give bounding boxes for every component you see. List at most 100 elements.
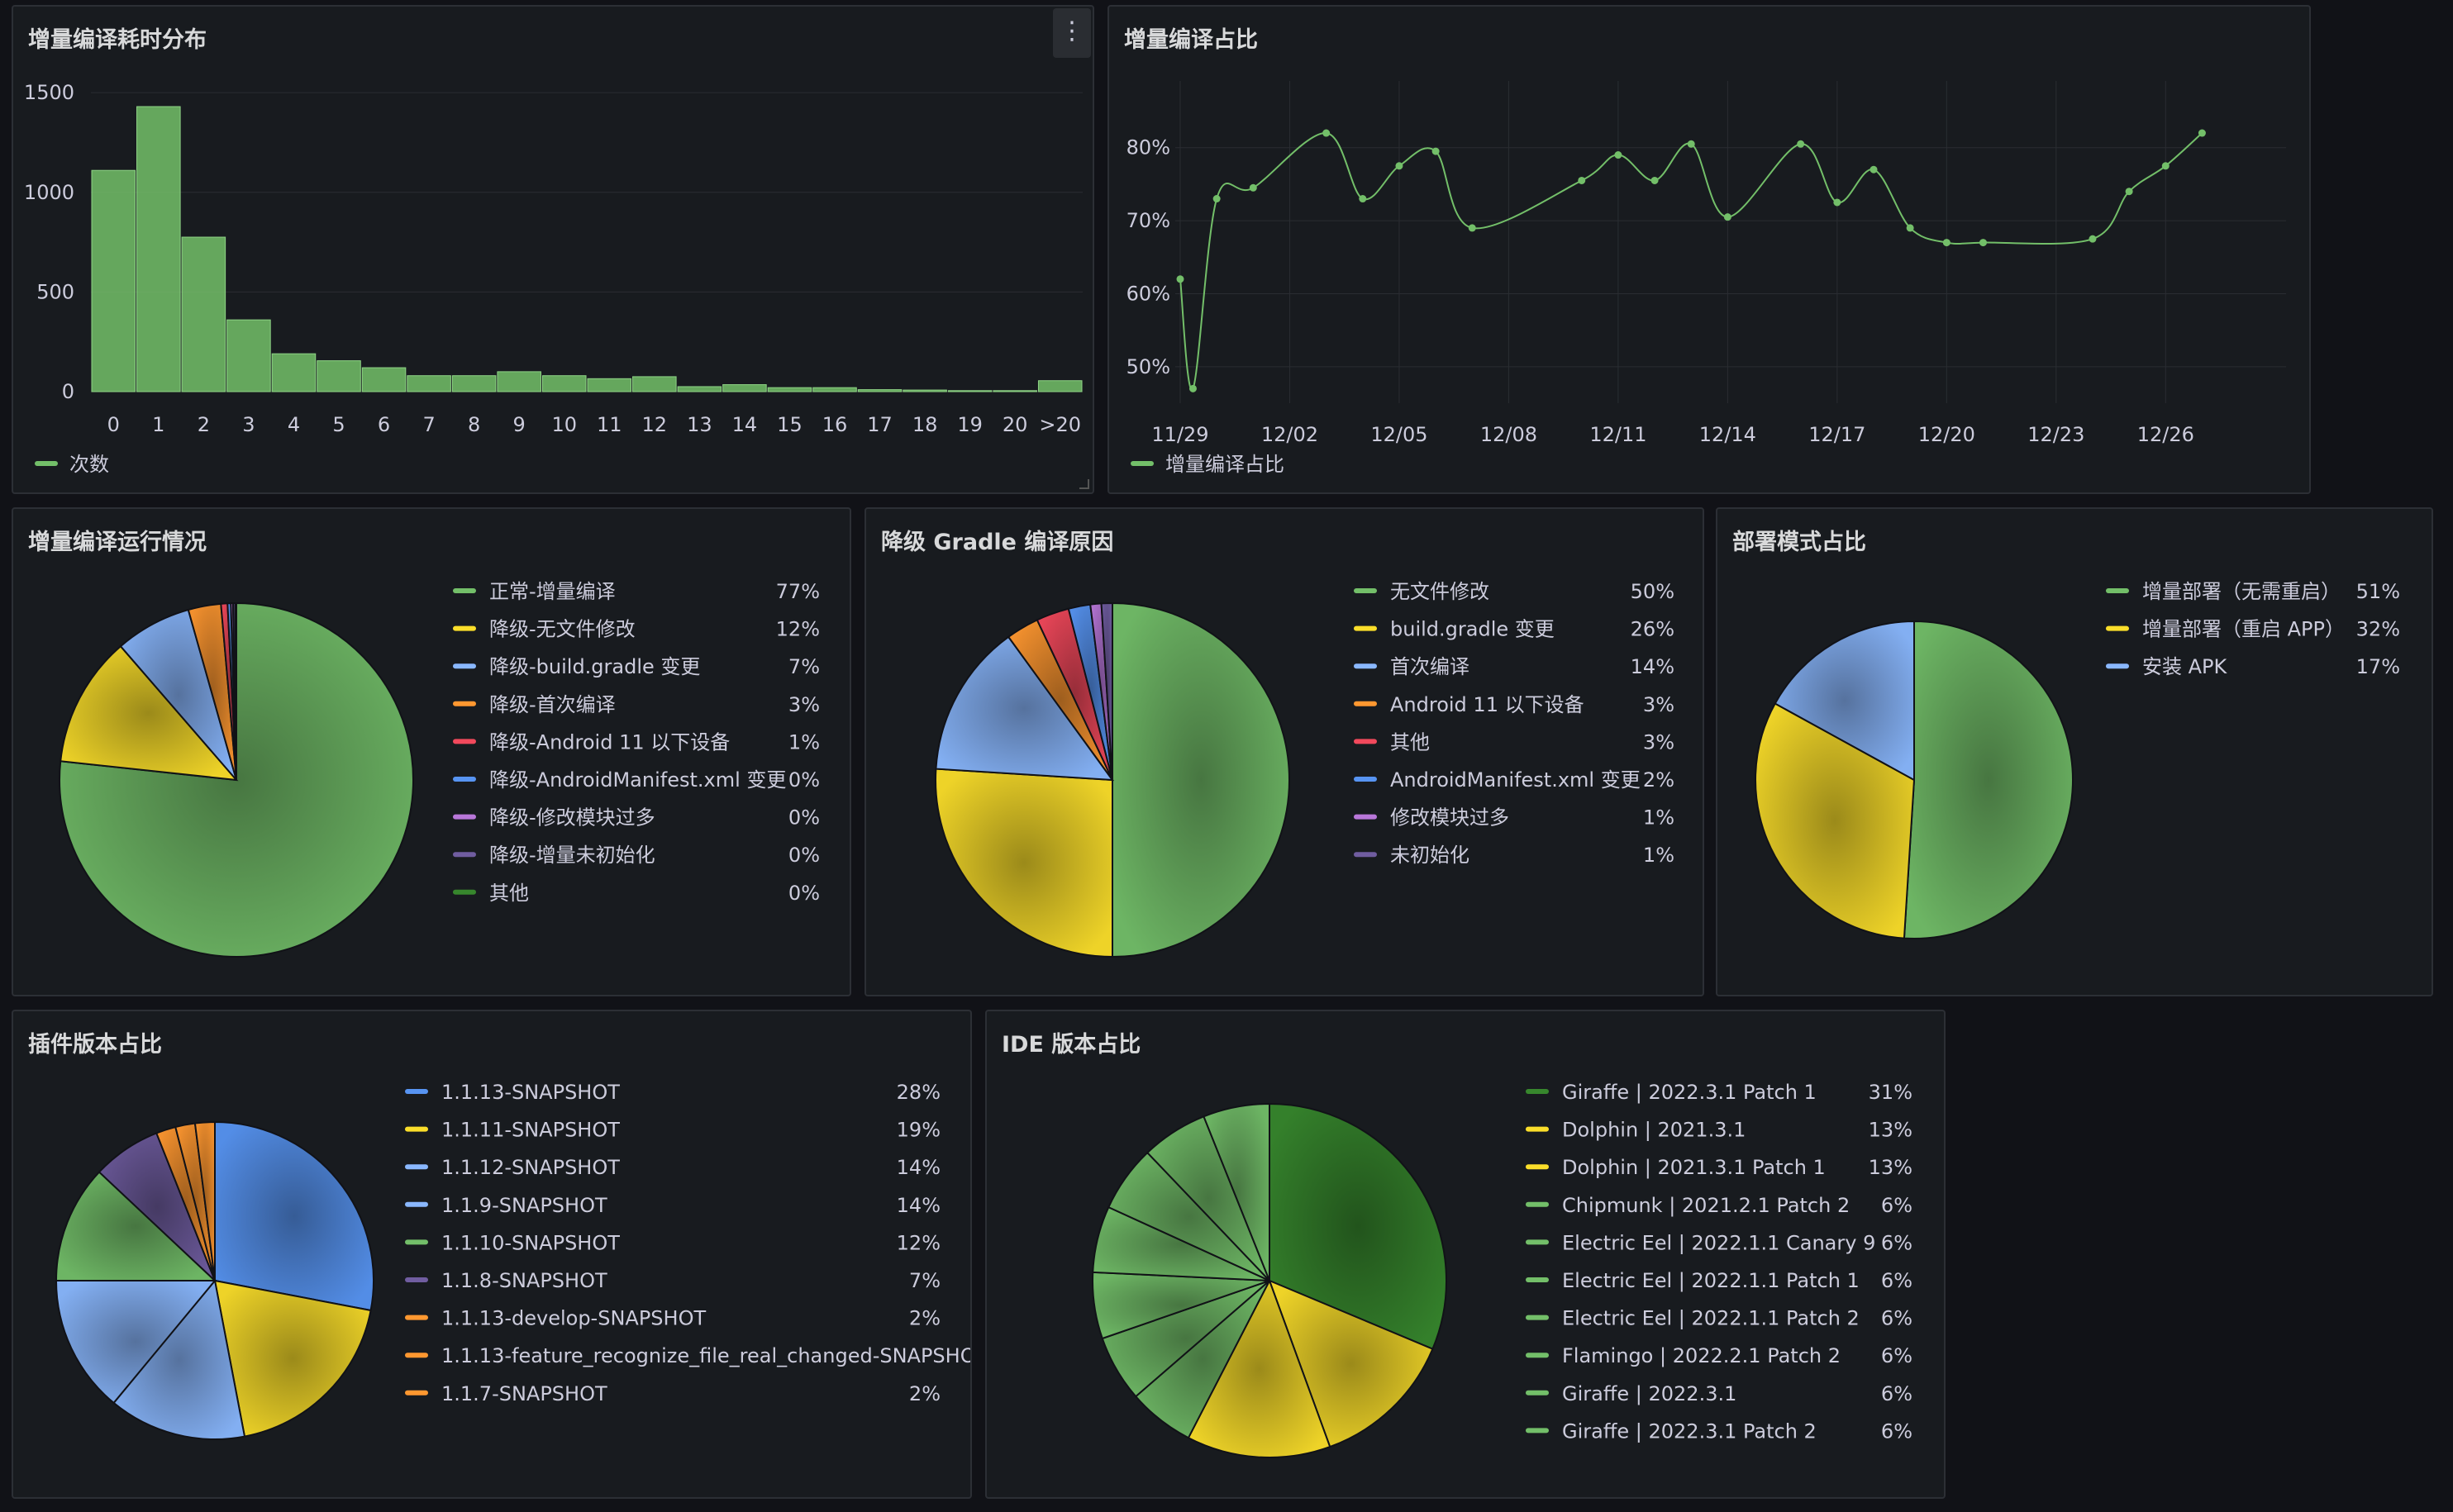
bar (632, 376, 677, 392)
x-tick-label: 16 (822, 413, 848, 436)
legend-label: 无文件修改 (1390, 580, 1489, 603)
legend-label: 正常-增量编译 (489, 580, 616, 603)
bar (541, 375, 587, 392)
legend-label: 降级-首次编译 (489, 693, 616, 716)
legend-label: 1.1.11-SNAPSHOT (441, 1119, 620, 1142)
y-tick-label: 80% (1126, 136, 1170, 159)
legend-percent: 19% (897, 1119, 941, 1142)
pie-slice (55, 1171, 217, 1281)
legend-percent: 77% (776, 580, 820, 603)
legend-swatch (453, 663, 476, 669)
bar (361, 367, 407, 392)
legend-percent: 6% (1881, 1194, 1912, 1217)
legend-percent: 14% (897, 1156, 941, 1179)
legend-label: 其他 (489, 882, 529, 905)
data-point (1906, 224, 1914, 232)
legend-swatch (1526, 1089, 1549, 1094)
legend-swatch (405, 1089, 428, 1094)
bar (677, 386, 722, 392)
legend-label: 降级-无文件修改 (489, 618, 636, 641)
legend-percent: 13% (1869, 1156, 1912, 1179)
x-tick-label: >20 (1039, 413, 1081, 436)
x-tick-label: 2 (198, 413, 210, 436)
pie-slice (1203, 1102, 1270, 1281)
legend-label: Electric Eel | 2022.1.1 Patch 2 (1562, 1307, 1860, 1330)
legend-swatch (1354, 663, 1377, 669)
data-point (1723, 213, 1731, 221)
ratio-line-chart: 50% 60% 70% 80% 11/29 12/02 12/05 12/08 12/11 12/… (1126, 81, 2286, 476)
legend-label: 1.1.9-SNAPSHOT (441, 1194, 607, 1217)
panel-title: 插件版本占比 (28, 1032, 162, 1058)
x-tick-label: 12 (642, 413, 668, 436)
legend-percent: 3% (1643, 693, 1674, 716)
legend-swatch (1526, 1164, 1549, 1170)
x-tick-label: 17 (867, 413, 893, 436)
pie-slice (935, 635, 1115, 782)
legend-swatch (1526, 1239, 1549, 1245)
legend-percent: 12% (897, 1231, 941, 1254)
data-point (1578, 176, 1586, 184)
legend-label: 1.1.10-SNAPSHOT (441, 1231, 620, 1254)
legend-label: 降级-AndroidManifest.xml 变更 (489, 768, 786, 792)
legend-percent: 14% (1631, 655, 1674, 678)
bar (271, 353, 317, 392)
legend-swatch (1354, 701, 1377, 706)
bar (993, 390, 1037, 392)
pie-slice (112, 1278, 246, 1440)
legend-label: Android 11 以下设备 (1390, 693, 1584, 716)
y-tick-label: 60% (1126, 282, 1170, 305)
x-tick-label: 20 (1003, 413, 1028, 436)
legend-label: 1.1.13-develop-SNAPSHOT (441, 1307, 706, 1330)
legend-swatch (453, 889, 476, 895)
legend-swatch (453, 625, 476, 631)
legend-percent: 13% (1869, 1119, 1912, 1142)
data-point (1431, 147, 1440, 155)
legend-swatch (405, 1201, 428, 1207)
x-tick-label: 18 (912, 413, 938, 436)
legend-percent: 26% (1631, 618, 1674, 641)
x-tick-label: 12/17 (1808, 423, 1865, 446)
legend-swatch (453, 739, 476, 744)
legend-swatch (1526, 1126, 1549, 1132)
legend-label: Giraffe | 2022.3.1 Patch 2 (1562, 1419, 1817, 1443)
pie-slice (214, 1120, 374, 1312)
legend-label: 1.1.13-SNAPSHOT (441, 1081, 620, 1104)
run-status-pie-chart: 正常-增量编译 77% 降级-无文件修改 12% 降级-build.gradle 变更 7… (59, 580, 820, 958)
legend-label: Electric Eel | 2022.1.1 Patch 1 (1562, 1269, 1860, 1292)
legend-label: 降级-build.gradle 变更 (489, 655, 700, 678)
kebab-menu-icon[interactable]: ⋮ (1053, 8, 1091, 58)
panel-title: 增量编译耗时分布 (28, 27, 207, 53)
legend-percent: 7% (909, 1269, 941, 1292)
legend-percent: 14% (897, 1194, 941, 1217)
y-tick-label: 50% (1126, 355, 1170, 378)
legend-percent: 31% (1869, 1081, 1912, 1104)
legend-swatch (1526, 1390, 1549, 1396)
legend-label: 1.1.7-SNAPSHOT (441, 1382, 607, 1405)
resize-handle-icon[interactable] (1079, 479, 1089, 489)
x-tick-label: 0 (107, 413, 120, 436)
bar (903, 389, 947, 392)
bar (407, 375, 451, 392)
pie-slice (59, 601, 414, 958)
pie-slice (1112, 601, 1290, 958)
legend-percent: 28% (897, 1081, 941, 1104)
data-point (1870, 165, 1878, 174)
legend-percent: 12% (776, 618, 820, 641)
legend-label: 次数 (69, 453, 109, 476)
pie-slice (1269, 1102, 1447, 1350)
bar (722, 384, 767, 392)
legend-swatch (405, 1126, 428, 1132)
plugin-version-pie-chart: 1.1.13-SNAPSHOT 28% 1.1.11-SNAPSHOT 19% 1.1.… (55, 1081, 970, 1440)
pie-slice (1100, 601, 1113, 781)
legend-swatch (405, 1390, 428, 1396)
legend-label: 其他 (1390, 730, 1430, 754)
legend-percent: 1% (1643, 844, 1674, 867)
x-tick-label: 12/26 (2137, 423, 2194, 446)
y-tick-label: 70% (1126, 209, 1170, 232)
pie-slice (1774, 620, 1915, 782)
panel-plugin-version: 插件版本占比 1.1.13-SNAPSHOT 28% 1.1.11-SNAPSHOT… (12, 1010, 972, 1499)
legend-swatch (1354, 739, 1377, 744)
legend-label: 1.1.12-SNAPSHOT (441, 1156, 620, 1179)
legend-swatch (453, 852, 476, 858)
